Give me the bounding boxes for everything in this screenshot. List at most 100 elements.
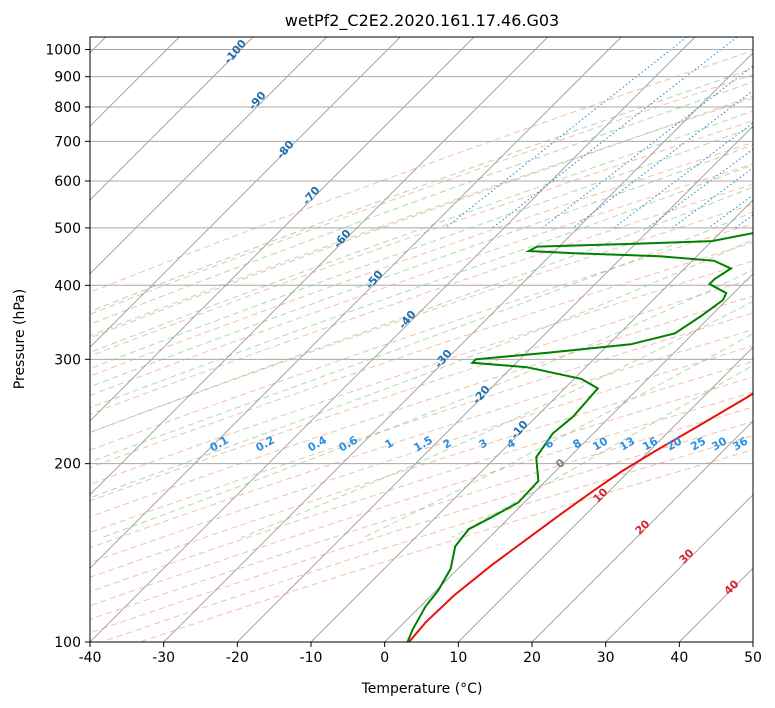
dry-adiabat: [101, 435, 753, 642]
series-line-1: [406, 231, 753, 642]
moist-adiabat-label: 30: [677, 546, 697, 566]
isotherm: [90, 37, 549, 496]
moist-adiabat: [90, 186, 753, 434]
x-tick-label: -20: [226, 650, 249, 666]
y-axis: 1000 900 800 700 600 500 400 300 200 100: [45, 43, 90, 651]
dry-adiabat: [90, 142, 753, 377]
dry-adiabat: [90, 241, 753, 469]
mixing-ratio-label: 30: [709, 434, 729, 453]
dry-adiabat-label: -60: [331, 227, 354, 251]
y-tick-label: 600: [54, 174, 81, 190]
isotherm: [90, 37, 475, 422]
moist-adiabat-label: 40: [722, 577, 742, 597]
mixing-ratio-label: 2: [441, 436, 454, 451]
dry-adiabat: [90, 50, 753, 293]
dry-adiabat: [90, 120, 753, 357]
mixing-ratio-label: 0.1: [208, 433, 231, 454]
mixing-ratio-label: 20: [664, 434, 684, 453]
x-tick-label: 40: [670, 650, 688, 666]
isotherm: [90, 37, 696, 642]
isotherm: [605, 494, 753, 642]
moist-adiabat: [90, 126, 753, 370]
dry-adiabat-label: -90: [246, 89, 269, 113]
dry-adiabat: [90, 163, 753, 396]
dry-adiabat: [90, 74, 753, 315]
isotherm: [310, 199, 753, 642]
mixing-ratio-label: 25: [688, 435, 708, 454]
mixing-ratio-line: [672, 167, 753, 229]
pressure-grid: [90, 49, 753, 642]
dry-adiabat: [90, 260, 753, 485]
mixing-ratio-label: 0.4: [306, 433, 330, 454]
isotherm: [90, 37, 401, 348]
x-tick-label: -10: [300, 650, 323, 666]
dry-adiabat: [90, 97, 753, 337]
x-tick-label: 10: [449, 650, 467, 666]
y-tick-label: 200: [54, 457, 81, 473]
moist-adiabat: [90, 95, 753, 339]
dry-adiabat: [90, 223, 753, 451]
dry-adiabat: [90, 391, 753, 607]
x-axis-label: Temperature (°C): [361, 681, 483, 697]
series-line-0: [408, 392, 753, 642]
y-tick-label: 1000: [45, 43, 81, 59]
dry-adiabat: [90, 278, 753, 502]
moist-adiabat: [363, 333, 753, 539]
dry-adiabat: [90, 295, 753, 518]
x-tick-label: -30: [152, 650, 175, 666]
moist-adiabat-label: 20: [633, 517, 653, 537]
dry-adiabat-label: -20: [470, 383, 493, 407]
dry-adiabat-label: -30: [432, 347, 455, 371]
y-tick-label: 100: [54, 635, 81, 651]
chart-title: wetPf2_C2E2.2020.161.17.46.G03: [285, 11, 559, 31]
isotherm: [752, 641, 753, 642]
x-tick-label: 0: [380, 650, 389, 666]
dry-adiabat: [90, 183, 753, 415]
y-tick-label: 300: [54, 352, 81, 368]
mixing-ratio-line: [572, 90, 753, 229]
moist-adiabat: [101, 269, 753, 539]
mixing-ratio-label: 0.6: [337, 433, 361, 454]
isotherm: [531, 420, 753, 642]
mixing-ratio-label: 13: [617, 435, 637, 454]
isotherm: [90, 37, 328, 275]
mixing-ratio-label: 8: [571, 436, 584, 451]
mixing-ratio-label: 6: [543, 436, 556, 451]
dry-adiabat: [90, 203, 753, 433]
plot-frame: [89, 36, 754, 643]
dry-adiabat-label: -40: [396, 308, 419, 332]
moist-adiabat: [90, 144, 753, 388]
dry-adiabat: [90, 329, 753, 549]
moist-adiabat: [90, 67, 753, 313]
y-tick-label: 700: [54, 134, 81, 150]
y-tick-label: 400: [54, 278, 81, 294]
isotherm: [90, 37, 254, 201]
moist-adiabat: [90, 211, 753, 463]
isotherm: [384, 273, 753, 642]
moist-adiabat: [240, 300, 753, 539]
x-axis: -40 -30 -20 -10 0 10 20 30 40 50: [79, 642, 762, 666]
dry-adiabat: [90, 345, 753, 564]
moist-adiabat: [90, 81, 753, 325]
mixing-ratio-label: 1: [383, 436, 396, 451]
moist-adiabat: [90, 164, 753, 409]
y-tick-label: 900: [54, 70, 81, 86]
y-tick-label: 800: [54, 100, 81, 116]
x-tick-label: 20: [523, 650, 541, 666]
isotherm: [678, 567, 753, 642]
y-tick-label: 500: [54, 221, 81, 237]
dry-adiabat: [90, 312, 753, 534]
mixing-ratio-label: 1.5: [412, 433, 435, 454]
mixing-ratio-line: [734, 214, 753, 229]
dry-adiabat-label: -100: [221, 37, 249, 67]
mixing-ratio-line: [542, 65, 753, 229]
dry-adiabat: [90, 361, 753, 578]
isotherm: [163, 52, 753, 642]
x-tick-label: 50: [744, 650, 762, 666]
background-lines: [90, 37, 753, 642]
x-tick-label: 30: [597, 650, 615, 666]
dry-adiabat: [90, 376, 753, 593]
y-axis-label: Pressure (hPa): [12, 289, 28, 389]
moist-adiabat: [90, 239, 753, 499]
